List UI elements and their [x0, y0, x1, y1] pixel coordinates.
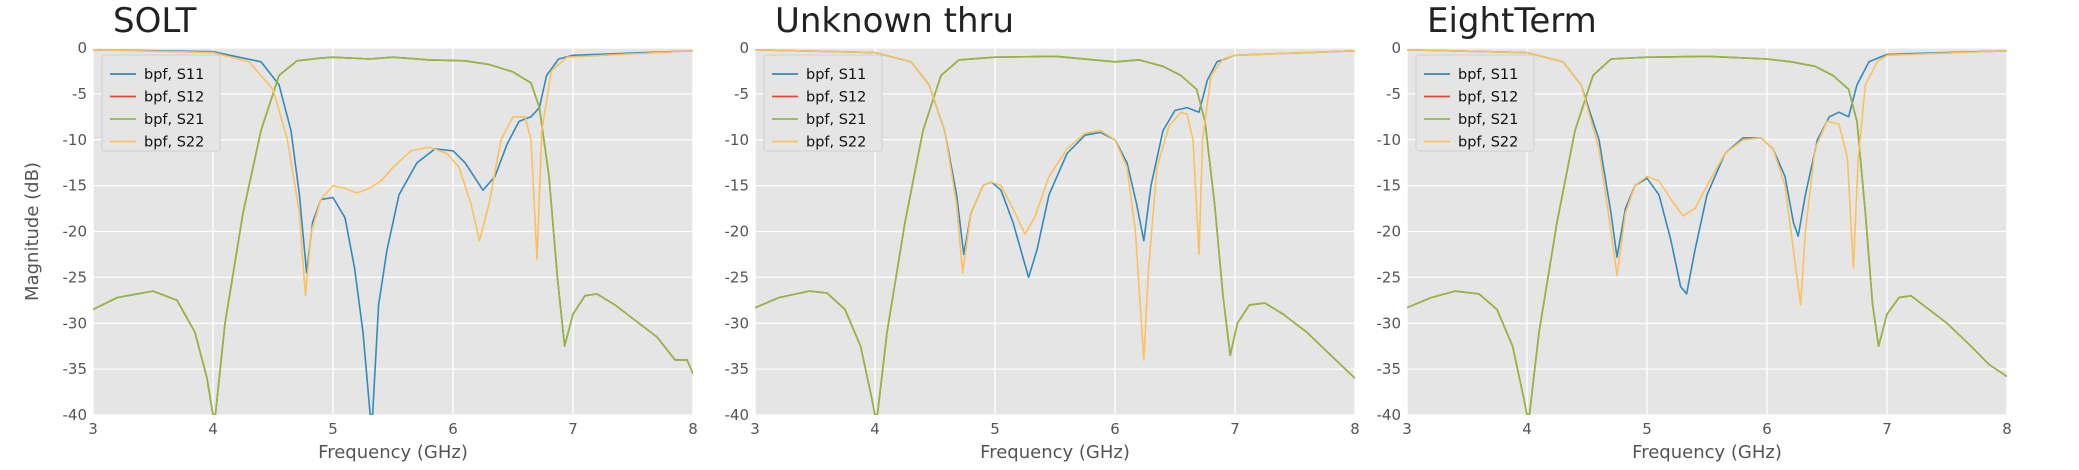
y-axis-label: Magnitude (dB) [22, 162, 43, 301]
y-tick-label: -10 [725, 131, 750, 149]
chart-panel-2: 3 4 5 6 7 8 0 -5 -10 -15 -20 -25 -30 -35 -40 Frequency … [725, 1, 1360, 463]
x-tick-label: 8 [2002, 420, 2012, 438]
y-tick-label: -20 [1377, 223, 1402, 241]
x-tick-label: 4 [1522, 420, 1532, 438]
y-tick-label: -25 [725, 268, 750, 286]
x-tick-label: 7 [1230, 420, 1240, 438]
y-tick-label: -10 [1377, 131, 1402, 149]
y-tick-label: -30 [725, 314, 750, 332]
legend-label: bpf, S12 [144, 90, 204, 106]
y-tick-label: -25 [1377, 268, 1402, 286]
x-tick-label: 4 [208, 420, 218, 438]
x-tick-label: 6 [1110, 420, 1120, 438]
chart-title: EightTerm [1427, 1, 1597, 41]
y-tick-label: -15 [1377, 177, 1402, 195]
y-tick-label: -15 [63, 177, 88, 195]
x-axis-label: Frequency (GHz) [318, 442, 468, 463]
y-tick-label: 0 [1391, 39, 1401, 57]
legend-label: bpf, S21 [144, 112, 204, 128]
series-group [93, 49, 693, 415]
x-tick-label: 3 [750, 420, 760, 438]
series-line-bpf-s11 [1407, 49, 2007, 295]
legend: bpf, S11 bpf, S12 bpf, S21 bpf, S22 [763, 54, 883, 152]
series-line-bpf-s21 [93, 56, 693, 415]
legend-label: bpf, S21 [1458, 112, 1518, 128]
series-line-bpf-s22 [755, 49, 1355, 361]
legend-label: bpf, S11 [806, 67, 866, 83]
y-tick-label: -35 [63, 360, 88, 378]
x-tick-label: 6 [448, 420, 458, 438]
series-line-bpf-s11 [93, 49, 693, 415]
x-tick-label: 8 [688, 420, 698, 438]
legend-label: bpf, S12 [1458, 90, 1518, 106]
y-tick-label: -5 [72, 85, 87, 103]
legend-box [763, 54, 883, 152]
y-tick-label: 0 [739, 39, 749, 57]
chart-title: SOLT [113, 1, 197, 41]
x-axis-label: Frequency (GHz) [1632, 442, 1782, 463]
x-tick-label: 5 [990, 420, 1000, 438]
series-line-bpf-s21 [1407, 55, 2007, 415]
chart-title: Unknown thru [775, 1, 1014, 41]
y-tick-label: -20 [63, 223, 88, 241]
x-tick-label: 7 [568, 420, 578, 438]
x-tick-label: 5 [328, 420, 338, 438]
y-tick-label: -30 [63, 314, 88, 332]
legend-label: bpf, S22 [144, 135, 204, 151]
legend-box [101, 54, 221, 152]
y-tick-label: -5 [1386, 85, 1401, 103]
y-tick-label: -15 [725, 177, 750, 195]
legend-label: bpf, S11 [1458, 67, 1518, 83]
legend-box [1415, 54, 1535, 152]
x-tick-label: 3 [1402, 420, 1412, 438]
y-tick-label: -35 [1377, 360, 1402, 378]
series-group [1407, 49, 2007, 415]
y-tick-label: -40 [725, 406, 750, 424]
x-tick-label: 5 [1642, 420, 1652, 438]
y-tick-label: -5 [734, 85, 749, 103]
legend-label: bpf, S11 [144, 67, 204, 83]
x-tick-label: 4 [870, 420, 880, 438]
legend-label: bpf, S21 [806, 112, 866, 128]
legend-label: bpf, S12 [806, 90, 866, 106]
series-group [755, 49, 1355, 415]
y-tick-label: -25 [63, 268, 88, 286]
x-tick-label: 3 [88, 420, 98, 438]
x-tick-label: 7 [1882, 420, 1892, 438]
chart-panel-3: 3 4 5 6 7 8 0 -5 -10 -15 -20 -25 -30 -35 -40 Frequency … [1377, 1, 2012, 463]
series-line-bpf-s22 [93, 49, 693, 297]
y-tick-label: -40 [1377, 406, 1402, 424]
y-tick-label: -30 [1377, 314, 1402, 332]
legend-label: bpf, S22 [1458, 135, 1518, 151]
y-tick-label: -10 [63, 131, 88, 149]
y-tick-label: 0 [77, 39, 87, 57]
y-tick-label: -40 [63, 406, 88, 424]
legend: bpf, S11 bpf, S12 bpf, S21 bpf, S22 [1415, 54, 1535, 152]
series-line-bpf-s11 [755, 49, 1355, 279]
x-tick-label: 6 [1762, 420, 1772, 438]
x-axis-label: Frequency (GHz) [980, 442, 1130, 463]
legend-label: bpf, S22 [806, 135, 866, 151]
x-tick-label: 8 [1350, 420, 1360, 438]
y-tick-label: -35 [725, 360, 750, 378]
chart-panel-1: 3 4 5 6 7 8 0 -5 -10 -15 -20 -25 -30 -35 -40 Frequency … [22, 1, 698, 463]
legend: bpf, S11 bpf, S12 bpf, S21 bpf, S22 [101, 54, 221, 152]
series-line-bpf-s22 [1407, 49, 2007, 306]
y-tick-label: -20 [725, 223, 750, 241]
series-line-bpf-s21 [755, 55, 1355, 415]
